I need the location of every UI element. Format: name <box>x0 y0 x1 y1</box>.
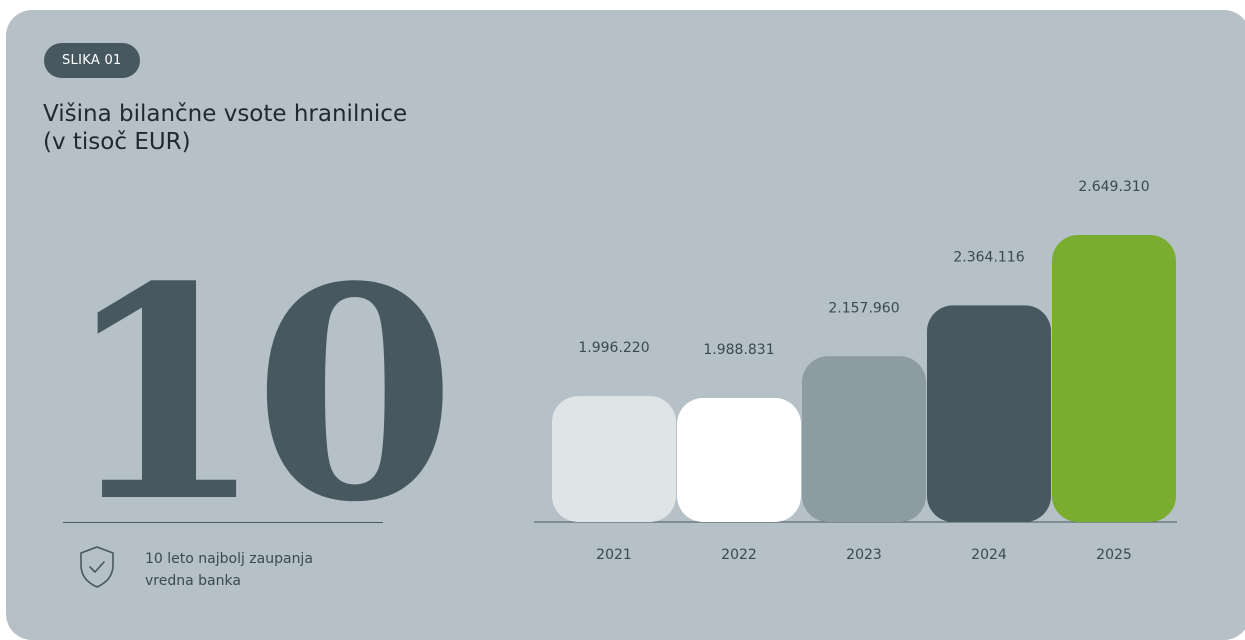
x-tick-2025: 2025 <box>1096 547 1132 563</box>
figure-badge: SLIKA 01 <box>44 43 140 78</box>
highlight-divider <box>63 522 383 523</box>
chart-title: Višina bilančne vsote hranilnice (v tiso… <box>43 100 563 156</box>
x-tick-2022: 2022 <box>721 547 757 563</box>
figure-card: SLIKA 01 Višina bilančne vsote hranilnic… <box>6 10 1245 640</box>
data-label-2025: 2.649.310 <box>1078 179 1149 195</box>
data-label-2023: 2.157.960 <box>828 300 899 316</box>
bar-2022 <box>677 398 801 522</box>
shield-check-icon <box>80 546 114 588</box>
bar-2021 <box>552 396 676 522</box>
chart-title-line-2: (v tisoč EUR) <box>43 129 191 155</box>
bar-2023 <box>802 356 926 522</box>
data-label-2024: 2.364.116 <box>953 249 1024 265</box>
data-label-2022: 1.988.831 <box>703 342 774 358</box>
bar-2025 <box>1052 235 1176 522</box>
tagline-line-2: vredna banka <box>145 573 241 589</box>
highlight-tagline: 10 leto najbolj zaupanja vredna banka <box>145 548 385 592</box>
x-tick-2021: 2021 <box>596 547 632 563</box>
highlight-number: 10 <box>62 223 456 566</box>
x-tick-2024: 2024 <box>971 547 1007 563</box>
bar-chart: 1.996.220 2021 1.988.831 2022 2.157.960 2023 2… <box>534 179 1177 563</box>
bar-2024 <box>927 305 1051 522</box>
data-label-2021: 1.996.220 <box>578 340 649 356</box>
tagline-line-1: 10 leto najbolj zaupanja <box>145 551 313 567</box>
chart-title-line-1: Višina bilančne vsote hranilnice <box>43 101 408 127</box>
x-tick-2023: 2023 <box>846 547 882 563</box>
